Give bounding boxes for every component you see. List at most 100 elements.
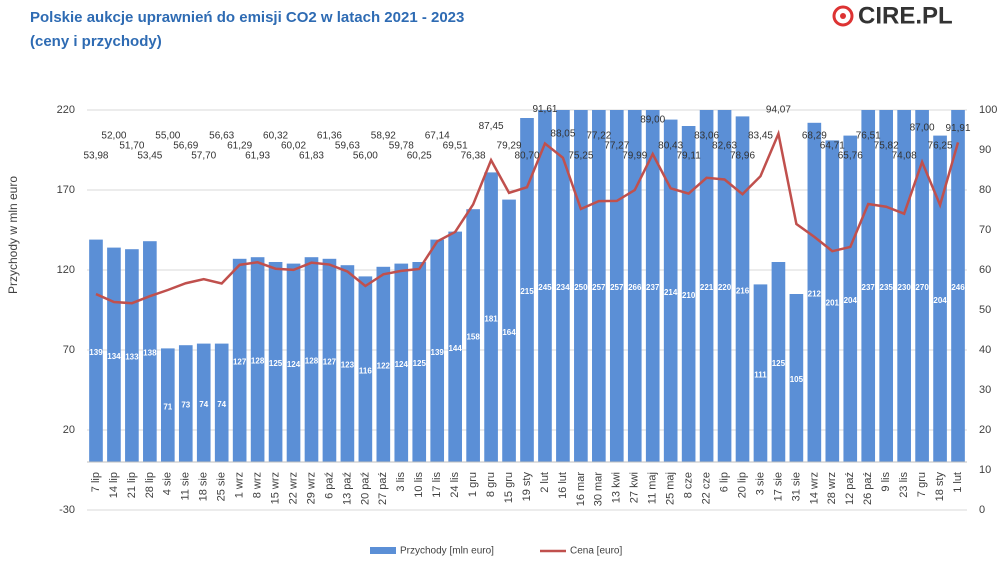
bar (789, 294, 804, 462)
x-tick-label: 9 lis (880, 472, 892, 492)
y2-tick-label: 0 (979, 504, 985, 516)
bar (574, 110, 588, 462)
bar (250, 257, 265, 462)
price-label: 56,00 (353, 151, 378, 162)
price-label: 89,00 (640, 115, 665, 126)
bar-label: 125 (269, 359, 283, 368)
bar-label: 116 (359, 366, 372, 375)
x-tick-label: 26 paź (862, 472, 874, 505)
chart-title: Polskie aukcje uprawnień do emisji CO2 w… (30, 9, 464, 26)
bar-label: 214 (664, 288, 678, 297)
bar (160, 348, 175, 462)
bar-label: 139 (89, 348, 103, 357)
bar-label: 125 (413, 359, 427, 368)
price-label: 56,69 (173, 141, 198, 152)
x-tick-label: 20 paź (359, 472, 371, 505)
bar (825, 140, 840, 462)
bar (627, 110, 642, 463)
y-tick-label: 170 (57, 184, 75, 196)
bar-label: 270 (915, 283, 929, 292)
bar (915, 110, 929, 462)
bar (394, 263, 409, 462)
price-label: 83,45 (748, 131, 773, 142)
bar-label: 124 (287, 360, 301, 369)
price-label: 74,08 (892, 151, 917, 162)
y2-tick-label: 50 (979, 304, 991, 316)
price-label: 91,91 (946, 123, 971, 134)
x-tick-label: 8 wrz (252, 472, 264, 498)
x-tick-label: 16 mar (575, 472, 587, 507)
x-tick-label: 29 wrz (305, 472, 317, 504)
x-tick-label: 31 sie (790, 472, 802, 501)
y2-tick-label: 60 (979, 264, 991, 276)
bar (502, 199, 516, 462)
price-label: 52,00 (101, 131, 126, 142)
bar (484, 172, 498, 462)
bar-label: 215 (520, 287, 534, 296)
x-tick-label: 24 lis (449, 472, 461, 498)
bar-label: 125 (772, 359, 786, 368)
x-tick-label: 8 cze (683, 472, 695, 498)
legend-swatch (370, 547, 396, 554)
x-tick-label: 4 sie (162, 472, 174, 495)
bar-label: 127 (233, 358, 247, 367)
price-label: 58,92 (371, 131, 396, 142)
bar-label: 73 (181, 401, 190, 410)
bar-label: 122 (377, 362, 391, 371)
bar-label: 237 (646, 283, 660, 292)
bar (592, 110, 606, 463)
price-label: 61,83 (299, 151, 324, 162)
bar-label: 234 (556, 283, 570, 292)
price-label: 68,29 (802, 131, 827, 142)
bar-label: 124 (395, 360, 409, 369)
bar-label: 221 (700, 283, 714, 292)
bar-label: 235 (880, 283, 894, 292)
x-tick-label: 10 lis (413, 472, 425, 498)
bar-label: 127 (323, 358, 337, 367)
bar (178, 345, 193, 462)
bar-label: 204 (933, 296, 947, 305)
bar (232, 258, 247, 462)
x-tick-label: 1 lut (952, 472, 964, 493)
price-label: 94,07 (766, 104, 791, 115)
y-tick-label: -30 (59, 504, 75, 516)
price-line (95, 129, 960, 305)
x-tick-label: 11 sie (180, 472, 192, 501)
price-label: 51,70 (119, 141, 144, 152)
bar (466, 209, 480, 462)
price-label: 67,14 (425, 131, 450, 142)
bar-label: 128 (251, 357, 265, 366)
price-label: 91,61 (532, 104, 557, 115)
price-label: 75,82 (874, 141, 899, 152)
x-tick-label: 15 gru (503, 472, 515, 503)
price-label: 75,25 (568, 151, 593, 162)
x-tick-label: 11 maj (647, 472, 659, 504)
x-tick-label: 20 lip (736, 472, 748, 498)
bar (681, 126, 696, 462)
price-label: 69,51 (443, 141, 468, 152)
legend-label: Przychody [mln euro] (400, 546, 494, 557)
x-tick-label: 15 wrz (269, 472, 281, 504)
x-tick-label: 1 gru (467, 472, 479, 497)
bar (196, 343, 211, 462)
bar-label: 204 (844, 296, 858, 305)
y2-tick-label: 10 (979, 464, 991, 476)
x-tick-label: 12 paź (844, 472, 856, 505)
bar (771, 262, 786, 462)
bar (663, 119, 678, 462)
bar-label: 181 (484, 314, 498, 323)
x-tick-label: 30 mar (593, 472, 605, 507)
bar (412, 262, 427, 462)
price-label: 78,96 (730, 151, 755, 162)
price-label: 55,00 (155, 131, 180, 142)
bar-label: 250 (574, 283, 588, 292)
bar-label: 257 (592, 283, 606, 292)
logo-icon (840, 13, 846, 19)
x-tick-label: 16 lut (557, 472, 569, 499)
y2-tick-label: 80 (979, 184, 991, 196)
bar-label: 128 (305, 357, 319, 366)
bar (645, 110, 660, 463)
x-tick-label: 21 lip (126, 472, 138, 498)
x-tick-label: 3 sie (754, 472, 766, 495)
price-label: 59,63 (335, 141, 360, 152)
